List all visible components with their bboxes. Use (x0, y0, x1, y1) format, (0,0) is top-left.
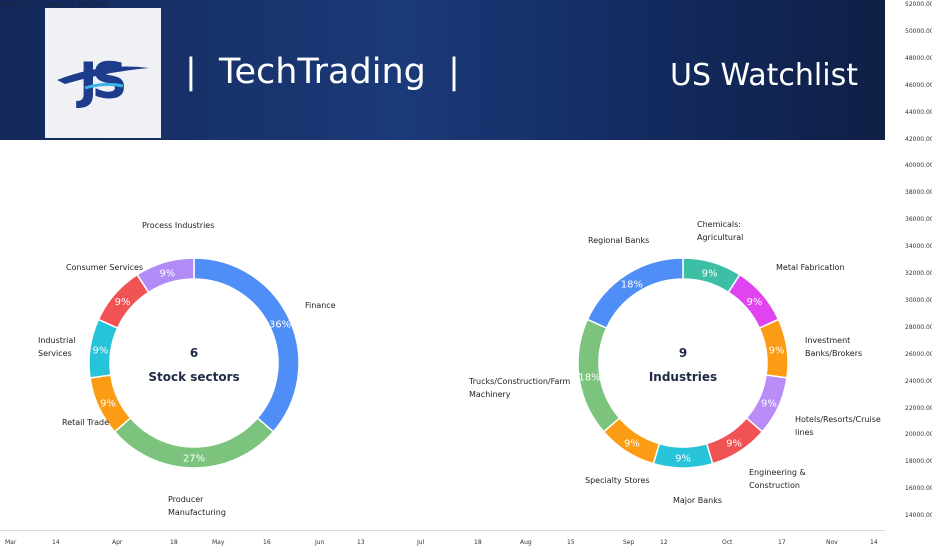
donut-slice (193, 257, 300, 433)
price-tick: 52000.00 (905, 1, 932, 8)
category-label: Process Industries (142, 221, 214, 230)
slice-percent-label: 9% (761, 398, 777, 409)
time-tick: Jun (315, 539, 325, 546)
category-label: Trucks/Construction/Farm Machinery (468, 377, 571, 399)
time-tick: Nov (826, 539, 838, 546)
slice-percent-label: 9% (93, 346, 109, 357)
price-tick: 40000.00 (905, 162, 932, 170)
time-tick: Oct (722, 539, 733, 546)
time-tick: 14 (870, 539, 878, 546)
price-scale[interactable]: 52000.00 50000.00 48000.00 46000.00 44000.00… (887, 0, 932, 530)
slice-percent-label: 9% (100, 398, 116, 409)
time-tick: Mar (5, 539, 17, 546)
category-label: Regional Banks (588, 236, 649, 245)
category-label: Industrial Services (38, 336, 76, 358)
symbol-info: Bitcoin / U.S. Dollar, 1D, BITSTAMP (4, 2, 108, 9)
donut-slice (586, 257, 684, 330)
time-tick: 16 (263, 539, 271, 546)
logo-text: JS (76, 52, 125, 110)
price-tick: 14000.00 (905, 512, 932, 520)
js-logo-icon: JS (57, 52, 149, 110)
price-tick: 22000.00 (905, 404, 932, 412)
category-label: Investment Banks/Brokers (805, 336, 862, 358)
price-tick: 34000.00 (905, 243, 932, 251)
time-tick: 17 (778, 539, 786, 546)
price-tick: 42000.00 (905, 135, 932, 143)
time-scale[interactable]: Mar 14 Apr 18 May 16 Jun 13 Jul 18 Aug 15 Sep 12 Oct 17… (0, 530, 885, 551)
time-tick: 18 (170, 539, 178, 546)
time-tick: Jul (417, 539, 425, 546)
category-label: Consumer Services (66, 263, 143, 272)
category-label: Chemicals: Agricultural (697, 220, 743, 242)
price-tick: 46000.00 (905, 81, 932, 89)
center-label: Industries (649, 370, 717, 384)
watchlist-title: US Watchlist (670, 58, 858, 93)
time-tick: 18 (474, 539, 482, 546)
time-tick: 14 (52, 539, 60, 546)
time-tick: 13 (357, 539, 365, 546)
price-tick: 32000.00 (905, 270, 932, 277)
slice-percent-label: 18% (621, 280, 643, 291)
slice-percent-label: 27% (183, 454, 205, 465)
slice-percent-label: 9% (702, 268, 718, 279)
slice-percent-label: 9% (159, 268, 175, 279)
category-label: Finance (305, 301, 336, 310)
price-tick: 24000.00 (905, 377, 932, 385)
center-count: 9 (679, 346, 687, 360)
price-tick: 20000.00 (905, 431, 932, 439)
time-tick: 15 (567, 539, 575, 546)
category-label: Engineering & Construction (749, 468, 806, 490)
slice-percent-label: 36% (269, 320, 291, 331)
price-tick: 50000.00 (905, 27, 932, 35)
time-tick: Sep (623, 539, 635, 546)
slice-percent-label: 9% (746, 297, 762, 308)
category-label: Major Banks (673, 496, 722, 505)
price-tick: 48000.00 (905, 54, 932, 62)
category-label: Specialty Stores (585, 476, 650, 485)
donut-slice (136, 257, 195, 294)
price-tick: 18000.00 (905, 458, 932, 466)
slice-percent-label: 9% (675, 454, 691, 465)
price-tick: 28000.00 (905, 323, 932, 331)
price-tick: 16000.00 (905, 485, 932, 493)
category-label: Metal Fabrication (776, 263, 845, 272)
time-tick: Aug (520, 539, 532, 546)
slice-percent-label: 9% (115, 297, 131, 308)
time-tick: 12 (660, 539, 668, 546)
slice-percent-label: 9% (726, 438, 742, 449)
brand-title: | TechTrading | (185, 52, 460, 92)
category-label: Retail Trade (62, 418, 109, 427)
price-tick: 38000.00 (905, 189, 932, 197)
price-tick: 36000.00 (905, 216, 932, 224)
watchlist-banner: Bitcoin / U.S. Dollar, 1D, BITSTAMP JS |… (0, 0, 885, 140)
slice-percent-label: 18% (578, 372, 600, 383)
time-tick: May (212, 539, 225, 546)
slice-percent-label: 9% (624, 438, 640, 449)
price-tick: 26000.00 (905, 350, 932, 358)
slice-percent-label: 9% (769, 346, 785, 357)
price-tick: 44000.00 (905, 108, 932, 116)
time-tick: Apr (112, 539, 123, 546)
brand-logo: JS (45, 8, 161, 138)
price-tick: 30000.00 (905, 296, 932, 304)
category-label: Hotels/Resorts/Cruise lines (795, 415, 881, 437)
charts-area: 36% Finance 27% Producer Manufacturing 9% Reta… (38, 220, 881, 517)
category-label: Producer Manufacturing (168, 495, 226, 517)
center-label: Stock sectors (148, 370, 239, 384)
center-count: 6 (190, 346, 198, 360)
